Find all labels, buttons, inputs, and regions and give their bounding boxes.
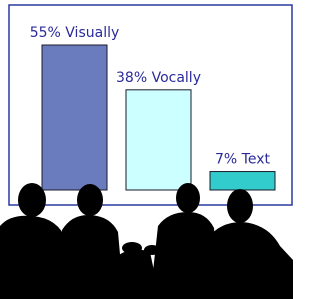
data-label: 38% Vocally (116, 70, 201, 86)
bar (42, 45, 107, 190)
bar (126, 90, 191, 190)
data-label: 7% Text (215, 152, 270, 168)
data-label: 55% Visually (30, 25, 120, 41)
bar (210, 172, 275, 190)
chart: 55% Visually 38% Vocally 7% Text (0, 0, 293, 299)
